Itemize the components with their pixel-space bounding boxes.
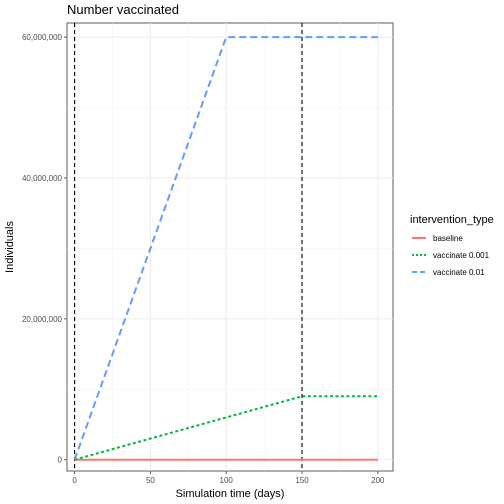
x-tick-label: 200 [371, 476, 385, 485]
legend-label: vaccinate 0.01 [433, 268, 485, 277]
y-tick-label: 0 [58, 456, 63, 465]
x-tick-label: 100 [220, 476, 234, 485]
series-line-vaccinate-0-001 [74, 395, 378, 461]
x-axis: 0 50 100 150 200 [72, 471, 385, 485]
y-tick-label: 20,000,000 [22, 315, 63, 324]
y-tick-label: 60,000,000 [22, 33, 63, 42]
reference-lines [74, 23, 303, 471]
x-tick-label: 0 [72, 476, 77, 485]
chart-title: Number vaccinated [67, 2, 179, 17]
legend-label: baseline [433, 234, 463, 243]
legend-label: vaccinate 0.001 [433, 251, 490, 260]
series-line-vaccinate-0-01 [73, 36, 378, 461]
x-tick-label: 50 [146, 476, 155, 485]
plot-panel [66, 22, 394, 472]
x-tick-label: 150 [295, 476, 309, 485]
y-axis-title: Individuals [4, 221, 16, 273]
legend-title: intervention_type [410, 214, 494, 226]
series-lines [73, 36, 378, 461]
y-axis: 0 20,000,000 40,000,000 60,000,000 [22, 33, 67, 465]
legend: intervention_type baseline vaccinate 0.00… [410, 214, 494, 277]
x-axis-title: Simulation time (days) [176, 488, 285, 500]
y-tick-label: 40,000,000 [22, 174, 63, 183]
